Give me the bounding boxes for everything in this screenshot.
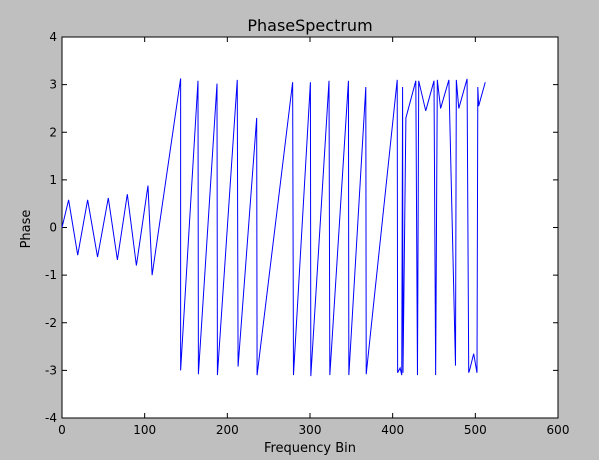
y-tick-label: -1 [45, 268, 57, 282]
x-tick-label: 400 [381, 423, 404, 437]
y-tick-label: 4 [49, 30, 57, 44]
chart-title: PhaseSpectrum [247, 16, 372, 35]
y-tick-label: -4 [45, 411, 57, 425]
x-axis-label: Frequency Bin [264, 441, 356, 456]
y-tick-label: 2 [49, 125, 57, 139]
y-tick-label: 1 [49, 173, 57, 187]
x-tick-label: 0 [58, 423, 66, 437]
x-tick-label: 100 [133, 423, 156, 437]
x-tick-label: 600 [547, 423, 570, 437]
y-tick-label: 3 [49, 78, 57, 92]
x-tick-label: 500 [464, 423, 487, 437]
y-axis-label: Phase [19, 210, 34, 249]
y-tick-label: 0 [49, 221, 57, 235]
x-tick-label: 300 [299, 423, 322, 437]
y-tick-label: -2 [45, 316, 57, 330]
x-tick-label: 200 [216, 423, 239, 437]
y-tick-label: -3 [45, 363, 57, 377]
